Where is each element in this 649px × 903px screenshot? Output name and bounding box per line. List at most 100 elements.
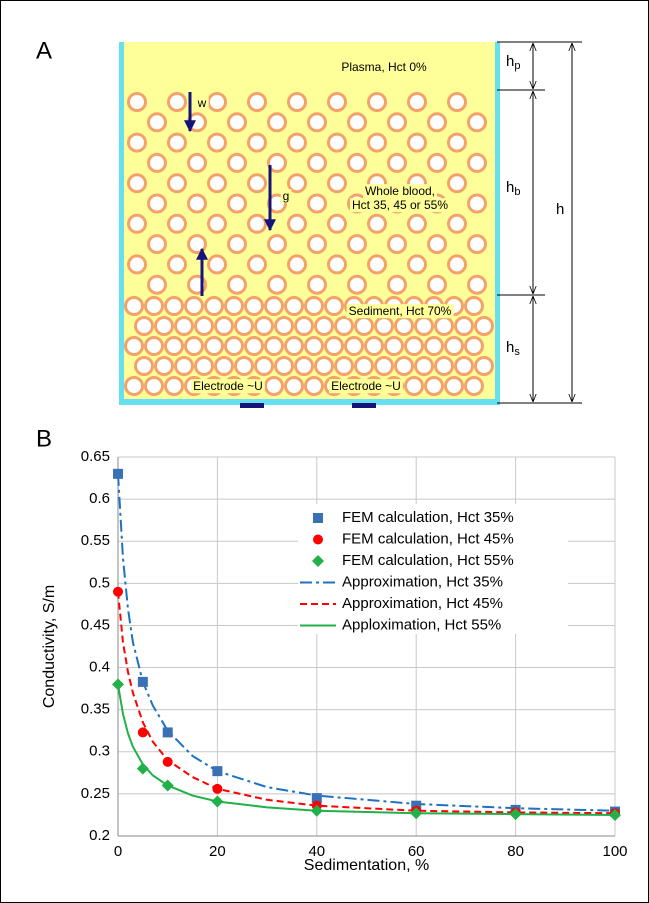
cell bbox=[154, 356, 174, 376]
cell bbox=[174, 356, 194, 376]
cell bbox=[184, 296, 204, 316]
marker bbox=[410, 807, 423, 820]
y-tick-label: 0.5 bbox=[89, 574, 110, 591]
curve bbox=[117, 591, 616, 815]
legend-label: FEM calculation, Hct 45% bbox=[342, 530, 514, 547]
cell bbox=[427, 112, 447, 133]
y-tick-label: 0.65 bbox=[81, 448, 110, 465]
cell bbox=[447, 254, 467, 275]
cell bbox=[447, 132, 467, 153]
cell bbox=[427, 274, 447, 295]
cell bbox=[324, 336, 344, 356]
cell bbox=[127, 254, 147, 275]
cell bbox=[434, 356, 454, 376]
blood-label: Hct 35, 45 or 55% bbox=[352, 198, 448, 212]
cell bbox=[284, 296, 304, 316]
cell bbox=[234, 316, 254, 336]
x-tick-label: 100 bbox=[602, 843, 627, 860]
cell bbox=[424, 376, 444, 396]
x-tick-label: 40 bbox=[308, 843, 325, 860]
cell bbox=[124, 336, 144, 356]
cell bbox=[144, 296, 164, 316]
cell bbox=[224, 336, 244, 356]
x-tick-label: 80 bbox=[507, 843, 524, 860]
marker bbox=[312, 555, 324, 567]
cell bbox=[354, 316, 374, 336]
cell bbox=[307, 152, 327, 173]
dim-main: h bbox=[506, 179, 514, 196]
marker bbox=[609, 808, 621, 821]
y-tick-label: 0.6 bbox=[89, 490, 110, 507]
cell bbox=[187, 152, 207, 173]
marker bbox=[136, 762, 149, 775]
cell bbox=[167, 132, 187, 153]
cell bbox=[467, 234, 487, 255]
cell bbox=[467, 112, 487, 133]
cell bbox=[174, 316, 194, 336]
cell bbox=[314, 316, 334, 336]
cell bbox=[307, 112, 327, 133]
label-bg bbox=[349, 198, 451, 213]
plasma-label: Plasma, Hct 0% bbox=[341, 60, 427, 74]
wall bbox=[119, 399, 500, 405]
cell bbox=[134, 356, 154, 376]
cell bbox=[307, 274, 327, 295]
cell bbox=[254, 356, 274, 376]
marker bbox=[313, 534, 323, 545]
cell bbox=[207, 254, 227, 275]
cell bbox=[374, 316, 394, 336]
cell bbox=[404, 336, 424, 356]
cell bbox=[264, 376, 284, 396]
panel-label: B bbox=[36, 425, 52, 452]
legend-label: FEM calculation, Hct 35% bbox=[342, 509, 514, 526]
label-bg bbox=[280, 189, 292, 204]
cell bbox=[367, 213, 387, 234]
cell bbox=[164, 376, 184, 396]
cell bbox=[447, 92, 467, 112]
label-bg bbox=[329, 379, 403, 394]
cell bbox=[124, 296, 144, 316]
marker bbox=[509, 808, 522, 821]
cell bbox=[267, 112, 287, 133]
y-tick-label: 0.2 bbox=[89, 827, 110, 844]
dimensions bbox=[497, 41, 582, 404]
cell bbox=[274, 356, 294, 376]
cell bbox=[287, 132, 307, 153]
cell bbox=[267, 152, 287, 173]
cell bbox=[367, 254, 387, 275]
label-bg bbox=[346, 304, 454, 319]
electrode bbox=[240, 403, 264, 408]
cell bbox=[387, 234, 407, 255]
cell bbox=[467, 193, 487, 214]
cell bbox=[127, 92, 147, 112]
dim-sub: b bbox=[514, 186, 520, 198]
cell bbox=[474, 356, 494, 376]
cell bbox=[387, 274, 407, 295]
cell bbox=[304, 336, 324, 356]
cell bbox=[247, 173, 267, 194]
cell bbox=[244, 336, 264, 356]
y-tick-label: 0.25 bbox=[81, 785, 110, 802]
legend-label: FEM calculation, Hct 55% bbox=[342, 552, 514, 569]
cell bbox=[227, 193, 247, 214]
cell bbox=[467, 152, 487, 173]
cell bbox=[327, 254, 347, 275]
cell bbox=[344, 336, 364, 356]
cell bbox=[334, 316, 354, 336]
cell bbox=[164, 336, 184, 356]
cell bbox=[287, 173, 307, 194]
cell bbox=[364, 336, 384, 356]
cell bbox=[127, 132, 147, 153]
arrow-label: g bbox=[283, 189, 290, 203]
cell bbox=[194, 356, 214, 376]
curve bbox=[117, 473, 616, 812]
cell bbox=[204, 296, 224, 316]
cell bbox=[264, 296, 284, 316]
cell bbox=[214, 316, 234, 336]
chart: 0.2 0.25 0.3 0.35 0.4 0.45 0.5 0.55 0.6 0.65 0 20 40… bbox=[41, 448, 627, 874]
label-bg bbox=[191, 379, 265, 394]
legend-label: Approximation, Hct 45% bbox=[342, 595, 503, 612]
wall bbox=[119, 42, 124, 405]
cell bbox=[304, 376, 324, 396]
marker bbox=[311, 793, 322, 804]
